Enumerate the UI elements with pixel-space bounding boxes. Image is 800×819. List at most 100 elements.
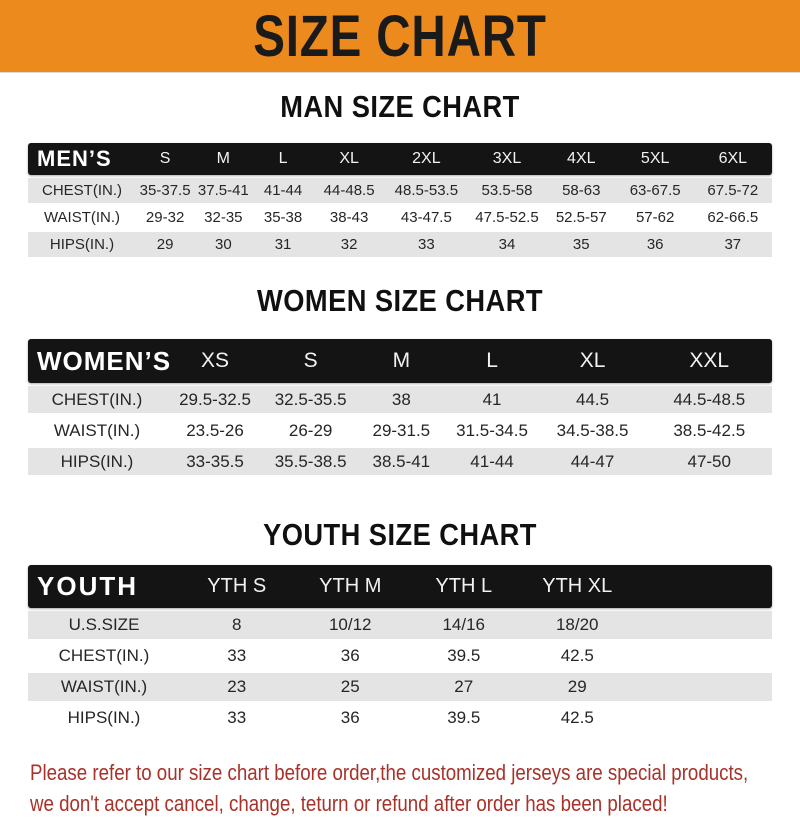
men-col-2xl: 2XL [412, 150, 441, 167]
youth-section-heading: YOUTH SIZE CHART [263, 517, 537, 552]
men-chest-row: CHEST(IN.) 35-37.5 37.5-41 41-44 44-48.5… [28, 178, 772, 203]
table-cell: 38.5-41 [372, 451, 431, 471]
table-cell: 32-35 [204, 209, 243, 226]
row-label: WAIST(IN.) [43, 209, 121, 226]
table-cell: 33-35.5 [186, 451, 244, 471]
youth-col-s: YTH S [207, 575, 267, 597]
table-cell: 39.5 [447, 646, 481, 665]
table-cell: 44.5 [576, 389, 610, 409]
women-section-heading: WOMEN SIZE CHART [257, 283, 543, 318]
table-cell: 44-47 [570, 451, 615, 471]
row-label: WAIST(IN.) [60, 677, 148, 696]
youth-col-m: YTH M [319, 575, 382, 597]
table-cell: 33 [227, 646, 247, 665]
youth-col-xl: YTH XL [542, 575, 613, 597]
table-cell: 27 [454, 677, 474, 696]
table-cell: 63-67.5 [629, 182, 681, 199]
table-cell: 44-48.5 [323, 182, 375, 199]
table-cell: 29 [567, 677, 587, 696]
women-col-m: M [392, 349, 411, 372]
row-label: WAIST(IN.) [53, 420, 141, 440]
table-cell: 32 [340, 236, 358, 253]
table-cell: 10/12 [328, 615, 372, 634]
table-cell: 8 [232, 615, 242, 634]
men-table-header-row: MEN’S S M L XL 2XL 3XL 4XL 5XL 6XL [28, 143, 772, 175]
men-col-s: S [159, 150, 171, 167]
table-cell: 34.5-38.5 [556, 420, 629, 440]
women-col-xl: XL [579, 349, 606, 372]
table-cell: 35-37.5 [139, 182, 191, 199]
table-cell: 35 [572, 236, 590, 253]
women-waist-row: WAIST(IN.) 23.5-26 26-29 29-31.5 31.5-34… [28, 417, 772, 444]
row-label: HIPS(IN.) [49, 236, 115, 253]
women-hips-row: HIPS(IN.) 33-35.5 35.5-38.5 38.5-41 41-4… [28, 448, 772, 475]
table-cell: 26-29 [288, 420, 333, 440]
women-col-l: L [486, 349, 498, 372]
men-header-label: MEN’S [37, 146, 112, 171]
youth-hips-row: HIPS(IN.) 33 36 39.5 42.5 [28, 704, 772, 732]
table-cell: 42.5 [560, 646, 594, 665]
women-col-xs: XS [201, 349, 230, 372]
table-cell: 23 [227, 677, 247, 696]
women-col-xxl: XXL [689, 349, 730, 372]
table-cell: 41-44 [470, 451, 514, 471]
table-cell: 34 [498, 236, 516, 253]
table-cell: 58-63 [562, 182, 601, 199]
row-label: CHEST(IN.) [51, 389, 143, 409]
men-col-6xl: 6XL [718, 150, 748, 167]
table-cell: 42.5 [560, 708, 594, 727]
banner: SIZE CHART [0, 0, 800, 73]
table-cell: 53.5-58 [481, 182, 533, 199]
table-cell: 41-44 [263, 182, 303, 199]
row-label: HIPS(IN.) [60, 451, 134, 471]
footer-line-1: Please refer to our size chart before or… [30, 760, 749, 785]
youth-chest-row: CHEST(IN.) 33 36 39.5 42.5 [28, 642, 772, 670]
table-cell: 37 [724, 236, 742, 253]
women-size-table: WOMEN’S XS S M L XL XXL CHEST(IN.) 29.5-… [28, 339, 772, 475]
row-label: U.S.SIZE [68, 615, 140, 634]
men-hips-row: HIPS(IN.) 29 30 31 32 33 34 35 36 37 [28, 232, 772, 257]
table-cell: 36 [340, 646, 360, 665]
table-cell: 29-31.5 [372, 420, 431, 440]
table-cell: 44.5-48.5 [673, 389, 746, 409]
table-cell: 47-50 [687, 451, 731, 471]
men-size-table: MEN’S S M L XL 2XL 3XL 4XL 5XL 6XL CHEST… [28, 143, 772, 257]
table-cell: 33 [227, 708, 247, 727]
table-cell: 48.5-53.5 [394, 182, 459, 199]
youth-header-label: YOUTH [37, 571, 138, 601]
table-cell: 38-43 [329, 209, 369, 226]
youth-table-header-row: YOUTH YTH S YTH M YTH L YTH XL [28, 565, 772, 608]
women-table-header-row: WOMEN’S XS S M L XL XXL [28, 339, 772, 383]
youth-waist-row: WAIST(IN.) 23 25 27 29 [28, 673, 772, 701]
men-col-3xl: 3XL [492, 150, 522, 167]
women-header-label: WOMEN’S [37, 345, 172, 376]
table-cell: 35-38 [263, 209, 303, 226]
youth-col-l: YTH L [435, 575, 493, 597]
table-cell: 31 [274, 236, 292, 253]
men-col-xl: XL [339, 150, 359, 167]
table-cell: 29.5-32.5 [179, 389, 251, 409]
table-cell: 41 [482, 389, 502, 409]
youth-size-table: YOUTH YTH S YTH M YTH L YTH XL U.S.SIZE … [28, 565, 772, 732]
table-cell: 38.5-42.5 [673, 420, 746, 440]
banner-title: SIZE CHART [253, 3, 547, 69]
table-cell: 67.5-72 [707, 182, 759, 199]
table-cell: 18/20 [555, 615, 599, 634]
table-cell: 31.5-34.5 [456, 420, 528, 440]
men-col-m: M [216, 150, 230, 167]
table-cell: 52.5-57 [555, 209, 607, 226]
women-col-s: S [303, 349, 318, 372]
table-cell: 30 [214, 236, 232, 253]
men-col-4xl: 4XL [567, 150, 596, 167]
table-cell: 36 [340, 708, 360, 727]
table-cell: 62-66.5 [707, 209, 759, 226]
table-cell: 39.5 [447, 708, 481, 727]
men-col-l: L [278, 150, 288, 167]
table-cell: 47.5-52.5 [475, 209, 539, 226]
table-cell: 29-32 [145, 209, 185, 226]
table-cell: 25 [340, 677, 360, 696]
table-cell: 37.5-41 [197, 182, 249, 199]
table-cell: 32.5-35.5 [274, 389, 347, 409]
table-cell: 29 [156, 236, 174, 253]
table-cell: 36 [646, 236, 664, 253]
